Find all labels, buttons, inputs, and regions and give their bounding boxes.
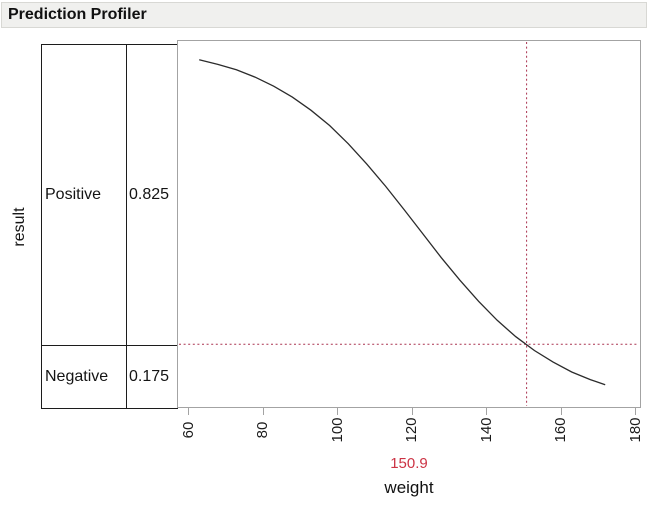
probability-split-line <box>42 345 177 346</box>
x-tick-label: 120 <box>403 417 420 443</box>
x-tick-label: 180 <box>626 417 644 443</box>
section-title: Prediction Profiler <box>8 6 147 23</box>
x-tick-mark <box>560 408 562 415</box>
level-value-positive: 0.825 <box>129 186 170 203</box>
x-tick-mark <box>262 408 264 415</box>
x-axis-label: weight <box>384 478 434 497</box>
x-tick-label: 60 <box>179 421 197 439</box>
y-axis-title: result <box>11 207 28 247</box>
x-tick-label: 80 <box>254 421 271 439</box>
x-tick-mark <box>486 408 487 415</box>
x-tick-label: 140 <box>477 417 495 443</box>
level-label-positive: Positive <box>45 186 102 203</box>
table-column-divider <box>126 45 127 408</box>
profile-curve <box>199 59 606 386</box>
section-header[interactable]: Prediction Profiler <box>1 2 647 28</box>
x-tick-mark <box>411 408 413 415</box>
x-tick-label: 160 <box>552 417 569 443</box>
plot-canvas[interactable] <box>178 41 640 407</box>
profile-plot[interactable] <box>177 40 641 408</box>
x-tick-mark <box>337 408 338 415</box>
x-tick-label: 100 <box>328 417 346 443</box>
current-x-value[interactable]: 150.9 <box>390 455 428 472</box>
level-label-negative: Negative <box>45 368 109 385</box>
level-value-negative: 0.175 <box>129 368 170 385</box>
x-axis: 60 80 100 120 140 160 180 <box>178 408 644 454</box>
response-probability-table: Positive 0.825 Negative 0.175 <box>41 44 178 409</box>
x-tick-mark <box>635 408 636 415</box>
x-tick-mark <box>188 408 189 415</box>
